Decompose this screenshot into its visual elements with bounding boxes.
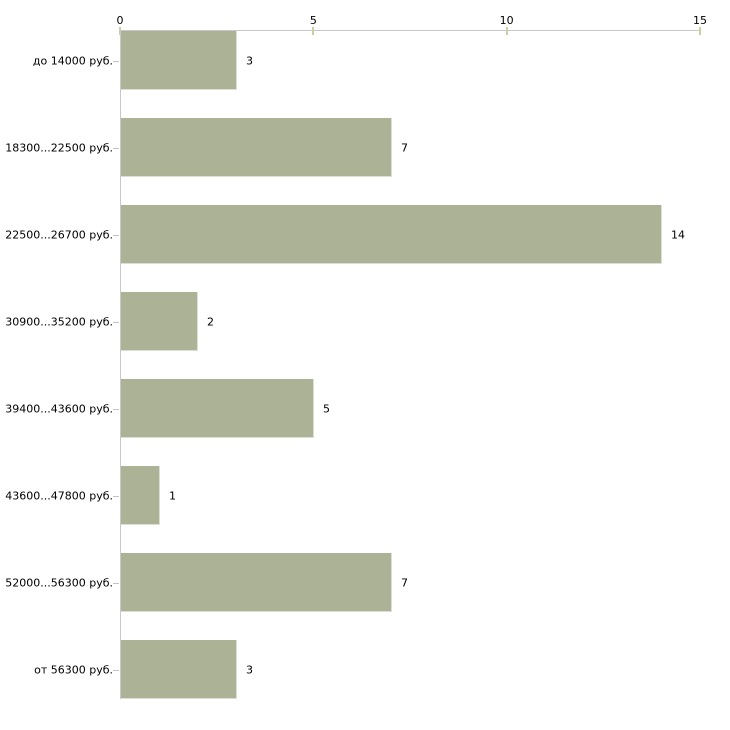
bar-value-label: 2 (207, 315, 214, 328)
bar (121, 466, 160, 525)
bar-value-label: 7 (401, 576, 408, 589)
value-axis-tick-label: 15 (693, 14, 707, 27)
value-axis-tick-label: 10 (499, 14, 514, 27)
bar-value-label: 7 (401, 141, 408, 154)
category-tick (113, 409, 119, 410)
category-tick (113, 235, 119, 236)
category-tick (113, 583, 119, 584)
category-label: 30900...35200 руб. (5, 314, 113, 328)
value-axis-tick-label: 0 (116, 14, 124, 27)
value-axis-line (120, 30, 701, 31)
category-tick (113, 148, 119, 149)
bar-value-label: 3 (246, 663, 253, 676)
bar-value-label: 3 (246, 54, 253, 67)
bar (121, 379, 314, 438)
bar (121, 118, 392, 177)
category-label: от 56300 руб. (34, 662, 113, 676)
category-tick (113, 496, 119, 497)
value-axis-tick-label: 5 (309, 14, 317, 27)
bar-value-label: 14 (671, 228, 685, 241)
category-label: 52000...56300 руб. (5, 575, 113, 589)
bar-value-label: 5 (323, 402, 330, 415)
value-axis-tick (699, 27, 701, 35)
bar (121, 31, 237, 90)
value-axis-tick (312, 27, 315, 35)
bar (121, 553, 392, 612)
category-tick (113, 670, 119, 671)
category-label: 18300...22500 руб. (5, 140, 113, 154)
category-tick (113, 322, 119, 323)
category-label: 39400...43600 руб. (5, 401, 113, 415)
bar (121, 205, 662, 264)
category-axis-line (120, 30, 121, 699)
bar (121, 292, 198, 351)
bar (121, 640, 237, 699)
bar-value-label: 1 (169, 489, 176, 502)
category-label: 43600...47800 руб. (5, 488, 113, 502)
category-tick (113, 61, 119, 62)
value-axis-tick (505, 27, 508, 35)
category-label: 22500...26700 руб. (5, 227, 113, 241)
category-label: до 14000 руб. (32, 53, 113, 67)
